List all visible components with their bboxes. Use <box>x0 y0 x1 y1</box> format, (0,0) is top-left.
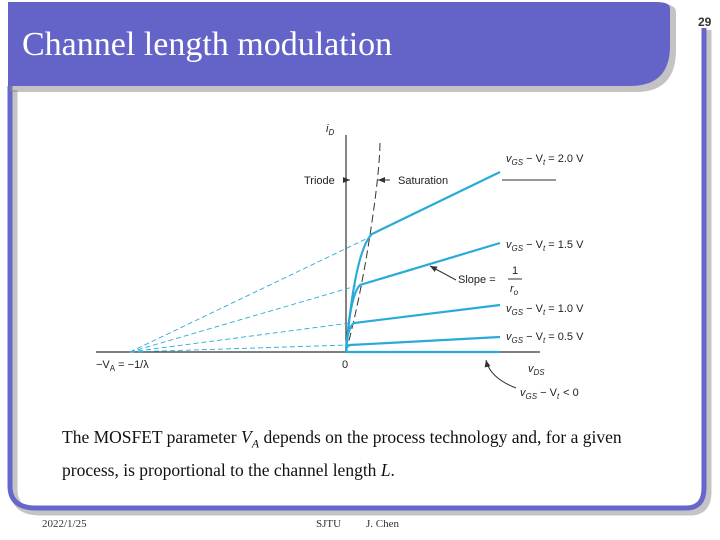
footer-school: SJTU <box>316 518 341 530</box>
origin-label: 0 <box>342 359 348 371</box>
label-t: t <box>543 158 546 167</box>
saturation-label: Saturation <box>398 175 448 187</box>
body-subscript: A <box>251 436 260 451</box>
label-gs: GS <box>526 392 538 401</box>
curve-label: vGS − Vt = 1.0 V <box>506 303 584 317</box>
label-eq: = <box>545 239 558 251</box>
label-minus: − V <box>523 331 544 343</box>
body-text: The MOSFET parameter VA depends on the p… <box>62 424 658 483</box>
intercept-rest: = −1/λ <box>115 359 149 371</box>
label-eq: = <box>545 303 558 315</box>
label-gs: GS <box>512 158 524 167</box>
slope-label: Slope = <box>458 274 496 286</box>
cutoff-label: vGS − Vt < 0 <box>520 387 579 401</box>
label-v: v <box>520 387 527 399</box>
label-gs: GS <box>512 336 524 345</box>
label-t: t <box>543 244 546 253</box>
intercept-label: −VA = −1/λ <box>96 359 149 373</box>
label-gs: GS <box>512 244 524 253</box>
saturation-boundary <box>345 139 381 353</box>
curve-label: vGS − Vt = 1.5 V <box>506 239 584 253</box>
cutoff-arrow <box>484 359 517 389</box>
intercept-subscript: A <box>110 364 116 373</box>
label-v: v <box>506 239 513 251</box>
footer-date: 2022/1/25 <box>42 518 87 530</box>
figure: iD vDS 0 −VA = −1/λ Triode Saturation Sl… <box>96 123 584 401</box>
curve-value: 1.5 V <box>558 239 584 251</box>
cutoff-value: < 0 <box>563 387 579 399</box>
footer-author: J. Chen <box>366 518 400 530</box>
label-minus: − V <box>523 239 544 251</box>
slide-number: 29 <box>698 15 712 29</box>
body-text-part: . <box>390 459 395 480</box>
slope-arrow <box>429 265 457 281</box>
curve-value: 1.0 V <box>558 303 584 315</box>
triode-label: Triode <box>304 175 335 187</box>
label-gs: GS <box>512 308 524 317</box>
title: Channel length modulation <box>22 26 392 63</box>
y-axis-label: iD <box>326 123 334 137</box>
label-minus: − V <box>523 303 544 315</box>
frame <box>7 28 707 511</box>
label-t: t <box>557 392 560 401</box>
curve-value: 2.0 V <box>558 153 584 165</box>
x-axis-symbol: v <box>528 363 535 375</box>
extrapolation-lines <box>129 237 369 353</box>
curve-label: vGS − Vt = 2.0 V <box>506 153 584 167</box>
body-symbol: V <box>241 427 252 447</box>
title-bar <box>8 2 670 86</box>
y-axis-symbol: i <box>326 123 329 135</box>
characteristic-curves <box>344 171 501 354</box>
label-t: t <box>543 336 546 345</box>
label-minus: − V <box>523 153 544 165</box>
x-axis-subscript: DS <box>534 368 546 377</box>
slope-denominator: ro <box>510 283 519 297</box>
label-minus: − V <box>537 387 558 399</box>
slope-denominator-symbol: r <box>510 283 515 295</box>
label-t: t <box>543 308 546 317</box>
slope-denominator-subscript: o <box>514 288 519 297</box>
label-v: v <box>506 153 513 165</box>
x-axis-label: vDS <box>528 363 545 377</box>
label-v: v <box>506 303 513 315</box>
intercept-symbol: −V <box>96 359 110 371</box>
curve-value: 0.5 V <box>558 331 584 343</box>
curve-label: vGS − Vt = 0.5 V <box>506 331 584 345</box>
body-text-part: The MOSFET parameter <box>62 427 242 447</box>
slope-numerator: 1 <box>512 265 518 277</box>
label-v: v <box>506 331 513 343</box>
y-axis-subscript: D <box>328 128 334 137</box>
body-symbol: L <box>380 459 391 480</box>
label-eq: = <box>545 153 558 165</box>
label-eq: = <box>545 331 558 343</box>
body-text-part: depends on the process technology and, f… <box>62 427 622 480</box>
